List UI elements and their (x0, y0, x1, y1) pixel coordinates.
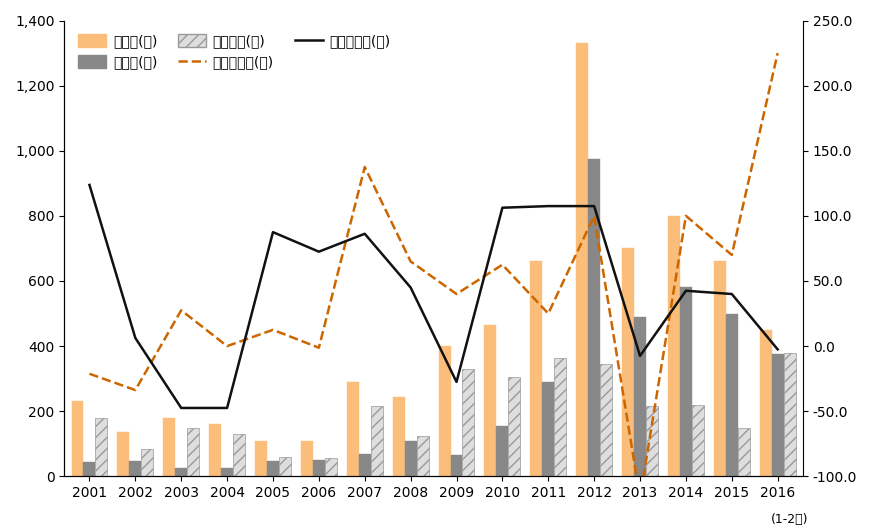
Bar (95, 418, 107, 476)
Bar (279, 457, 291, 476)
Bar (462, 369, 474, 476)
수입증가율(우) (543, 203, 554, 209)
Line: 수입증가율(우): 수입증가율(우) (90, 185, 778, 408)
Bar (84, 461, 95, 476)
Bar (646, 406, 657, 476)
Bar (163, 418, 175, 476)
수입증가율(우) (314, 249, 324, 255)
Bar (530, 261, 542, 476)
Bar (772, 354, 784, 476)
수입증가율(우) (176, 405, 187, 411)
수입증가율(우) (359, 230, 370, 237)
수입증가율(우) (726, 291, 737, 297)
Bar (417, 435, 428, 476)
수입증가율(우) (681, 288, 691, 294)
Bar (726, 313, 738, 476)
Bar (118, 432, 129, 476)
수입증가율(우) (452, 379, 462, 385)
Bar (325, 458, 337, 476)
Bar (680, 287, 691, 476)
Bar (691, 405, 704, 476)
Bar (392, 397, 405, 476)
수출증가율(우) (176, 307, 187, 313)
Bar (622, 249, 634, 476)
Bar (784, 353, 795, 476)
Bar (405, 441, 417, 476)
수입증가율(우) (221, 405, 232, 411)
Bar (221, 468, 233, 476)
수출증가율(우) (268, 327, 278, 333)
Bar (187, 427, 199, 476)
수출증가율(우) (130, 387, 140, 393)
수출증가율(우) (452, 291, 462, 297)
수출증가율(우) (635, 494, 645, 501)
Bar (371, 406, 383, 476)
Legend: 수출액(좌), 수입액(좌), 무역수지(좌), 수출증가율(우), 수입증가율(우): 수출액(좌), 수입액(좌), 무역수지(좌), 수출증가율(우), 수입증가율… (72, 28, 398, 76)
Bar (358, 453, 371, 476)
Bar (668, 216, 680, 476)
Bar (347, 382, 358, 476)
Bar (508, 377, 521, 476)
Text: (1-2월): (1-2월) (770, 513, 808, 526)
수입증가율(우) (635, 353, 645, 359)
수출증가율(우) (773, 50, 783, 56)
수출증가율(우) (85, 371, 95, 377)
Bar (141, 449, 153, 476)
수입증가율(우) (497, 204, 508, 211)
Bar (72, 401, 84, 476)
수입증가율(우) (85, 182, 95, 188)
Bar (496, 426, 508, 476)
Bar (714, 261, 726, 476)
수출증가율(우) (221, 343, 232, 349)
Bar (485, 325, 496, 476)
수입증가율(우) (130, 335, 140, 341)
Bar (542, 382, 555, 476)
수출증가율(우) (497, 262, 508, 268)
Bar (634, 317, 646, 476)
Bar (738, 427, 750, 476)
수출증가율(우) (543, 310, 554, 316)
Bar (255, 441, 267, 476)
Bar (267, 461, 279, 476)
수입증가율(우) (773, 346, 783, 353)
수출증가율(우) (314, 345, 324, 351)
수출증가율(우) (681, 213, 691, 219)
Bar (760, 330, 772, 476)
Bar (209, 424, 221, 476)
Bar (555, 357, 566, 476)
Bar (301, 441, 313, 476)
수출증가율(우) (405, 258, 416, 264)
Bar (600, 364, 612, 476)
수입증가율(우) (268, 229, 278, 235)
Bar (233, 434, 245, 476)
Bar (451, 455, 462, 476)
Bar (175, 468, 187, 476)
Bar (589, 159, 600, 476)
Bar (129, 461, 141, 476)
Line: 수출증가율(우): 수출증가율(우) (90, 53, 778, 498)
수출증가율(우) (726, 252, 737, 258)
수입증가율(우) (405, 284, 416, 290)
Bar (439, 346, 451, 476)
Bar (576, 44, 589, 476)
수입증가율(우) (589, 203, 599, 209)
수출증가율(우) (359, 164, 370, 170)
Bar (313, 460, 325, 476)
수출증가율(우) (589, 213, 599, 219)
